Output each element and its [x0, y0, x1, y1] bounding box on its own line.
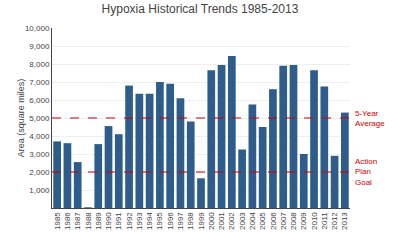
svg-text:2011: 2011 [320, 212, 329, 230]
svg-text:2002: 2002 [227, 212, 236, 230]
svg-text:4,000: 4,000 [29, 132, 50, 141]
svg-text:2005: 2005 [258, 212, 267, 230]
svg-text:1987: 1987 [73, 212, 82, 230]
svg-text:1988: 1988 [84, 212, 93, 230]
svg-text:1992: 1992 [125, 212, 134, 230]
svg-text:2001: 2001 [217, 212, 226, 230]
svg-text:3,000: 3,000 [29, 150, 50, 159]
svg-text:1993: 1993 [135, 212, 144, 230]
svg-text:6,000: 6,000 [29, 96, 50, 105]
svg-text:9,000: 9,000 [29, 42, 50, 51]
svg-text:1985: 1985 [53, 212, 62, 230]
svg-text:2004: 2004 [248, 212, 257, 230]
svg-text:1998: 1998 [186, 212, 195, 230]
svg-text:1994: 1994 [145, 212, 154, 230]
svg-text:2000: 2000 [207, 212, 216, 230]
svg-text:1997: 1997 [176, 212, 185, 230]
svg-text:5,000: 5,000 [29, 114, 50, 123]
svg-text:2008: 2008 [289, 212, 298, 230]
svg-text:Area (square miles): Area (square miles) [16, 79, 26, 158]
svg-text:2009: 2009 [299, 212, 308, 230]
svg-text:1995: 1995 [156, 212, 165, 230]
svg-text:1986: 1986 [63, 212, 72, 230]
svg-text:10,000: 10,000 [25, 24, 50, 33]
svg-text:1996: 1996 [166, 212, 175, 230]
svg-text:7,000: 7,000 [29, 78, 50, 87]
svg-text:8,000: 8,000 [29, 60, 50, 69]
svg-text:1,000: 1,000 [29, 186, 50, 195]
svg-text:2013: 2013 [340, 212, 349, 230]
svg-text:Hypoxia Historical Trends 1985: Hypoxia Historical Trends 1985-2013 [102, 2, 299, 16]
svg-text:1989: 1989 [94, 212, 103, 230]
svg-text:5-YearAverage: 5-YearAverage [355, 109, 385, 128]
svg-text:2,000: 2,000 [29, 168, 50, 177]
svg-text:2007: 2007 [279, 212, 288, 230]
svg-text:2003: 2003 [238, 212, 247, 230]
svg-text:1990: 1990 [104, 212, 113, 230]
svg-text:1991: 1991 [114, 212, 123, 230]
svg-text:ActionPlanGoal: ActionPlanGoal [355, 157, 377, 187]
svg-text:2010: 2010 [310, 212, 319, 230]
svg-text:2012: 2012 [330, 212, 339, 230]
svg-text:2006: 2006 [269, 212, 278, 230]
svg-text:1999: 1999 [197, 212, 206, 230]
